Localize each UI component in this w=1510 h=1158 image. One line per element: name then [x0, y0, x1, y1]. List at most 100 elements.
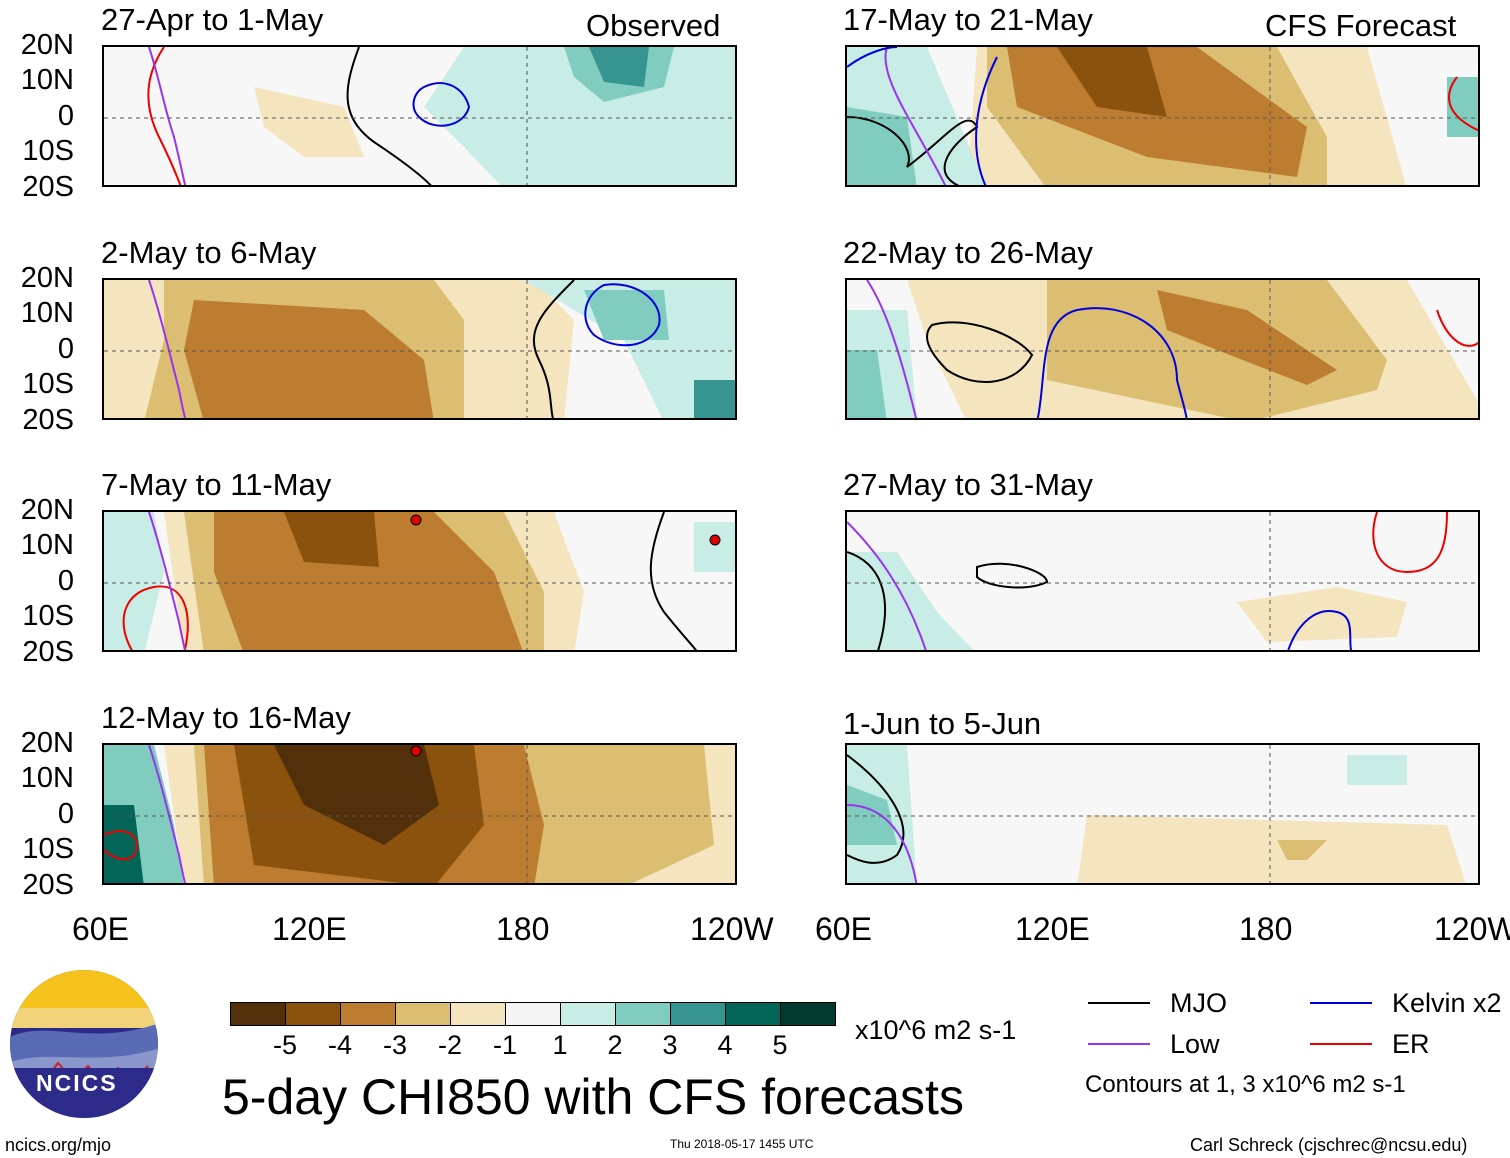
- colorbar-swatch: [340, 1002, 396, 1026]
- low-contour: [866, 280, 918, 418]
- map-panel-left-4: [102, 743, 737, 885]
- lat-label: 20N: [20, 262, 74, 294]
- kelvin-contour: [1287, 610, 1353, 650]
- panel-title-right-4: 1-Jun to 5-Jun: [843, 706, 1042, 741]
- mjo-contour: [346, 47, 432, 185]
- er-contour: [1448, 76, 1478, 132]
- colorbar-swatch: [670, 1002, 726, 1026]
- mjo-contour: [926, 321, 1034, 383]
- legend-line-kelvin: [1310, 1002, 1372, 1004]
- kelvin-contour: [847, 47, 998, 185]
- map-panel-left-1: [102, 45, 737, 187]
- lat-label: 20S: [22, 404, 74, 436]
- footer-author: Carl Schreck (cjschrec@ncsu.edu): [1190, 1135, 1468, 1155]
- low-contour: [847, 804, 918, 883]
- legend-line-mjo: [1088, 1002, 1150, 1004]
- lat-label: 0: [57, 565, 74, 597]
- cfs-forecast-label: CFS Forecast: [1265, 8, 1457, 43]
- colorbar-swatch: [285, 1002, 341, 1026]
- anomaly-fill-positive-right: [1447, 77, 1478, 137]
- map-panel-right-3: [845, 510, 1480, 652]
- colorbar-swatch: [505, 1002, 561, 1026]
- typhoon-symbol: [410, 514, 422, 526]
- lat-label: 10N: [20, 762, 74, 794]
- colorbar-tick: 5: [772, 1030, 788, 1060]
- lon-label-right-120w: 120W: [1434, 911, 1510, 947]
- logo-text: NCICS: [36, 1070, 118, 1096]
- anomaly-fill-positive: [847, 552, 974, 650]
- colorbar-swatch: [725, 1002, 781, 1026]
- colorbar-tick: 2: [607, 1030, 623, 1060]
- mjo-contour: [649, 512, 698, 650]
- kelvin-contour: [412, 82, 471, 127]
- anomaly-fill-positive-corner: [694, 380, 735, 418]
- anomaly-fill-positive: [104, 512, 164, 650]
- main-title: 5-day CHI850 with CFS forecasts: [222, 1069, 964, 1125]
- low-contour: [148, 280, 186, 418]
- colorbar-swatch: [450, 1002, 506, 1026]
- map-panel-left-3: [102, 510, 737, 652]
- legend-line-low: [1088, 1043, 1150, 1045]
- colorbar-units: x10^6 m2 s-1: [855, 1015, 1017, 1045]
- anomaly-fill-positive-strong: [847, 107, 917, 185]
- lat-label: 10N: [20, 529, 74, 561]
- anomaly-fill-positive-right: [694, 522, 735, 572]
- anomaly-fill-negative-strong: [214, 512, 523, 650]
- anomaly-fill-negative-core: [284, 512, 379, 567]
- legend-label-kelvin: Kelvin x2: [1392, 988, 1502, 1018]
- panel-title-right-2: 22-May to 26-May: [843, 235, 1093, 270]
- lon-label-left-120w: 120W: [690, 911, 774, 947]
- colorbar-swatch: [780, 1002, 836, 1026]
- lat-label: 20S: [22, 869, 74, 901]
- mjo-contour: [847, 754, 905, 864]
- er-contour: [147, 47, 182, 185]
- contours-note: Contours at 1, 3 x10^6 m2 s-1: [1085, 1071, 1406, 1098]
- lat-label: 10S: [22, 600, 74, 632]
- colorbar-tick: -4: [327, 1030, 352, 1060]
- lat-label: 10S: [22, 135, 74, 167]
- lat-label: 10S: [22, 833, 74, 865]
- mjo-contour: [533, 280, 575, 418]
- panel-title-left-3: 7-May to 11-May: [101, 467, 332, 502]
- lat-label: 20S: [22, 171, 74, 203]
- low-contour: [148, 47, 187, 185]
- typhoon-symbol: [410, 745, 422, 757]
- map-panel-right-2: [845, 278, 1480, 420]
- lon-label-left-60e: 60E: [72, 911, 129, 947]
- colorbar-tick: -5: [272, 1030, 297, 1060]
- panel-title-left-1: 27-Apr to 1-May: [101, 2, 324, 37]
- anomaly-fill-negative-core: [274, 745, 439, 845]
- ncics-logo[interactable]: [8, 968, 160, 1120]
- colorbar-swatch: [230, 1002, 286, 1026]
- lat-label: 20N: [20, 494, 74, 526]
- observed-label: Observed: [586, 8, 721, 43]
- anomaly-fill-negative-core: [1057, 47, 1167, 117]
- lat-label: 20N: [20, 29, 74, 61]
- footer-timestamp: Thu 2018-05-17 1455 UTC: [670, 1137, 814, 1151]
- anomaly-fill-positive-strong: [847, 785, 897, 845]
- lat-label: 0: [57, 100, 74, 132]
- colorbar-tick: 3: [662, 1030, 678, 1060]
- lat-label: 0: [57, 798, 74, 830]
- low-contour: [847, 521, 927, 650]
- anomaly-fill-negative-light: [1237, 587, 1407, 642]
- footer-url[interactable]: ncics.org/mjo: [5, 1135, 112, 1155]
- low-contour: [884, 47, 947, 185]
- anomaly-fill-negative-light: [1077, 815, 1466, 883]
- legend-line-er: [1310, 1043, 1372, 1045]
- typhoon-symbol: [709, 534, 721, 546]
- lon-label-right-120e: 120E: [1015, 911, 1090, 947]
- colorbar-tick: -1: [492, 1030, 517, 1060]
- colorbar-tick: 1: [552, 1030, 568, 1060]
- anomaly-fill-positive-strong: [584, 290, 669, 340]
- anomaly-fill-positive-strong: [104, 805, 144, 883]
- anomaly-fill-positive-strong: [847, 350, 887, 418]
- colorbar-tick: -3: [382, 1030, 407, 1060]
- anomaly-fill-positive-right: [1347, 755, 1407, 785]
- er-contour: [1372, 512, 1448, 574]
- colorbar-tick: 4: [717, 1030, 733, 1060]
- lat-label: 10N: [20, 64, 74, 96]
- anomaly-fill-negative-strong: [184, 300, 434, 418]
- lon-label-left-120e: 120E: [272, 911, 347, 947]
- map-panel-right-1: [845, 45, 1480, 187]
